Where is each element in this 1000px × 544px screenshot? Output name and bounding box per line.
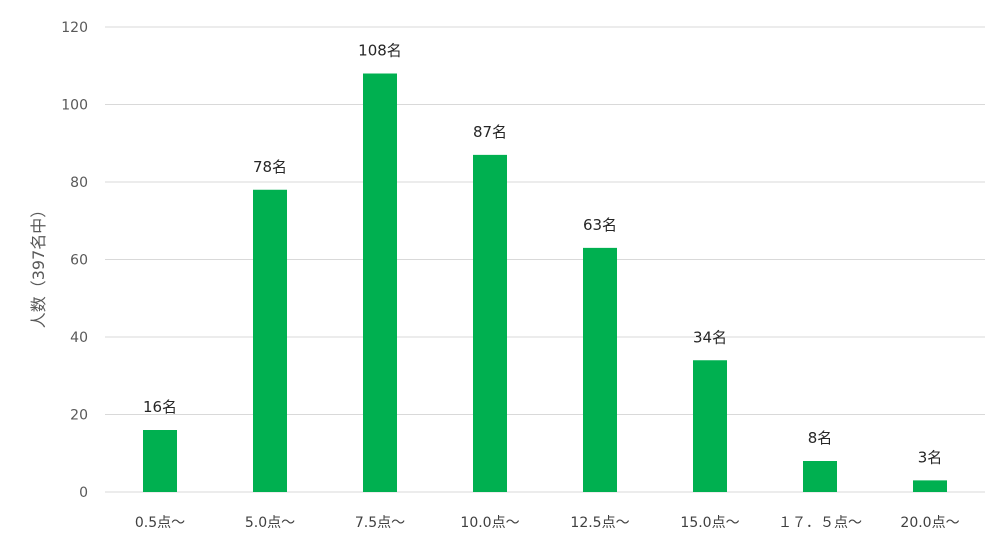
bar [143,430,177,492]
x-category-label: 0.5点～ [135,515,185,531]
data-label: 87名 [473,123,507,141]
x-category-label: 5.0点～ [245,515,295,531]
bar [693,360,727,492]
y-tick-label: 80 [70,175,88,191]
x-category-label: 12.5点～ [570,515,629,531]
bar [473,154,507,492]
x-category-label: １７．５点～ [778,515,862,531]
gridlines [105,26,985,493]
bar [253,189,287,492]
x-category-label: 7.5点～ [355,515,405,531]
bar [913,480,947,492]
x-axis-categories: 0.5点～ 5.0点～ 7.5点～ 10.0点～ 12.5点～ 15.0点～ １７．５点～ 2… [135,515,960,531]
y-axis-ticks: 0 20 40 60 80 100 120 [61,20,88,501]
data-label: 108名 [358,42,402,60]
y-tick-label: 40 [70,330,88,346]
bar [583,247,617,492]
y-tick-label: 100 [61,98,88,114]
data-label: 78名 [253,158,287,176]
data-label: 3名 [918,448,943,466]
y-tick-label: 120 [61,20,88,36]
data-label: 34名 [693,328,727,346]
data-label: 8名 [808,429,833,447]
data-label: 16名 [143,398,177,416]
y-tick-label: 20 [70,408,88,424]
y-axis-title: 人数（397名中） [29,202,48,329]
x-category-label: 15.0点～ [680,515,739,531]
data-labels: 16名 78名 108名 87名 63名 34名 8名 3名 [143,42,942,467]
bar [803,461,837,492]
data-label: 63名 [583,216,617,234]
bars [143,73,947,492]
y-tick-label: 60 [70,253,88,269]
y-tick-label: 0 [79,485,88,501]
bar [363,73,397,492]
x-category-label: 10.0点～ [460,515,519,531]
x-category-label: 20.0点～ [900,515,959,531]
